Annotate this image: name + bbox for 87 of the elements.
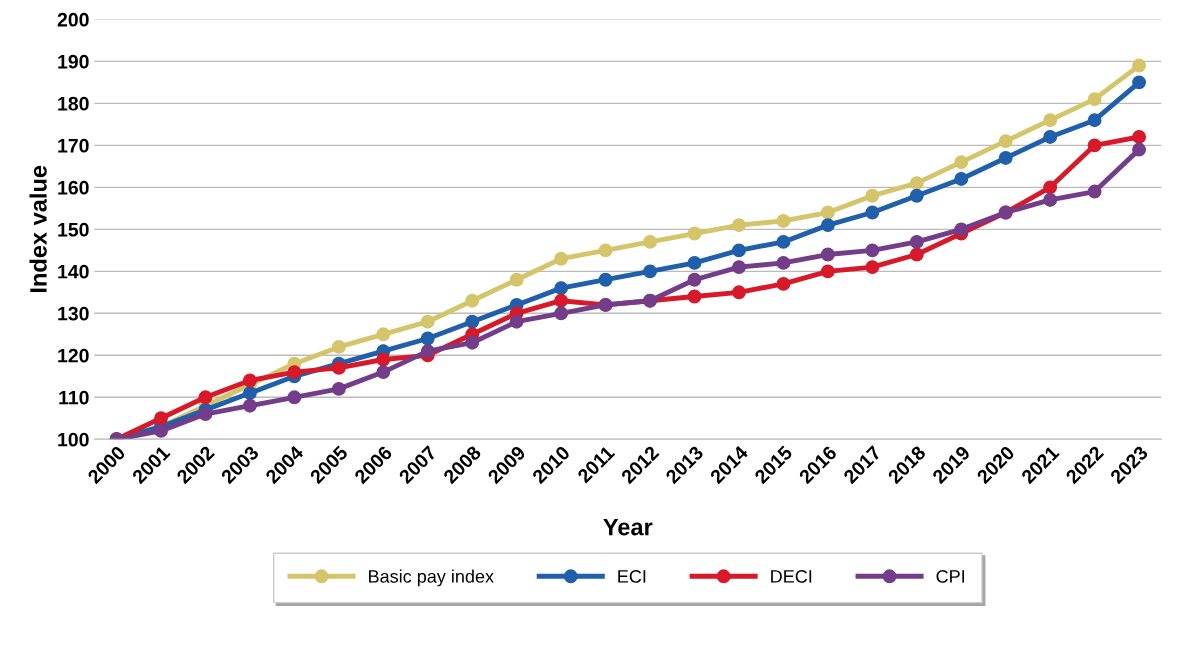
point: [554, 251, 569, 266]
point: [909, 188, 924, 203]
point: [776, 276, 791, 291]
point: [376, 327, 391, 342]
point: [331, 360, 346, 375]
point: [420, 344, 435, 359]
point: [998, 134, 1013, 149]
point: [465, 293, 480, 308]
point: [643, 234, 657, 249]
point: [420, 331, 435, 346]
point: [954, 155, 969, 170]
point: [732, 218, 746, 233]
legend-label: CPI: [936, 570, 965, 583]
point: [820, 205, 835, 220]
point: [998, 151, 1013, 165]
point: [465, 335, 480, 350]
point: [820, 247, 835, 262]
point: [909, 234, 924, 249]
y-tick-label: 190: [58, 54, 89, 69]
point: [331, 381, 346, 396]
point: [909, 247, 924, 262]
legend-label: DECI: [771, 570, 812, 583]
point: [509, 272, 524, 287]
y-tick-label: 150: [58, 222, 89, 237]
point: [242, 398, 257, 413]
point: [1087, 138, 1102, 153]
point: [1043, 192, 1058, 207]
point: [865, 205, 880, 220]
point: [732, 260, 746, 275]
point: [287, 390, 302, 405]
point: [820, 264, 835, 279]
point: [154, 411, 168, 426]
y-tick-label: 160: [58, 180, 89, 195]
y-tick-label: 170: [58, 138, 89, 153]
point: [554, 306, 569, 321]
point: [509, 314, 524, 329]
point: [776, 234, 791, 249]
legend-label: ECI: [618, 570, 646, 583]
point: [1087, 113, 1102, 128]
y-tick-label: 200: [57, 12, 89, 27]
point: [331, 339, 346, 354]
point: [865, 243, 880, 258]
point: [420, 314, 435, 329]
point: [1132, 75, 1147, 90]
point: [465, 314, 480, 329]
point: [687, 226, 702, 241]
legend-label: Basic pay index: [369, 569, 494, 587]
y-tick-label: 140: [58, 264, 89, 279]
y-tick-label: 120: [58, 348, 89, 363]
point: [1043, 113, 1058, 128]
point: [687, 255, 702, 270]
point: [598, 243, 613, 258]
point: [865, 260, 880, 275]
point: [287, 365, 302, 380]
point: [1132, 58, 1147, 73]
point: [554, 281, 569, 296]
point: [242, 373, 257, 388]
point: [1043, 130, 1058, 144]
y-tick-label: 130: [58, 306, 89, 321]
x-axis-title: Year: [603, 518, 653, 536]
point: [776, 255, 791, 270]
point: [1087, 92, 1102, 107]
point: [954, 222, 969, 237]
y-tick-label: 110: [59, 390, 89, 405]
point: [154, 423, 168, 438]
y-axis-title: Index value: [29, 165, 47, 293]
point: [687, 289, 702, 304]
point: [865, 188, 880, 203]
point: [732, 243, 746, 258]
point: [687, 272, 702, 287]
point: [242, 386, 257, 401]
point: [376, 365, 391, 380]
point: [1132, 130, 1147, 144]
point: [732, 285, 746, 300]
point: [643, 264, 657, 279]
y-tick-label: 100: [58, 432, 89, 447]
point: [1087, 184, 1102, 199]
point: [776, 213, 791, 228]
point: [1132, 142, 1147, 157]
point: [1043, 180, 1058, 195]
point: [820, 218, 835, 233]
point: [598, 272, 613, 287]
point: [554, 293, 569, 308]
point: [376, 352, 391, 367]
y-tick-label: 180: [58, 96, 89, 111]
point: [954, 171, 969, 186]
point: [909, 176, 924, 191]
